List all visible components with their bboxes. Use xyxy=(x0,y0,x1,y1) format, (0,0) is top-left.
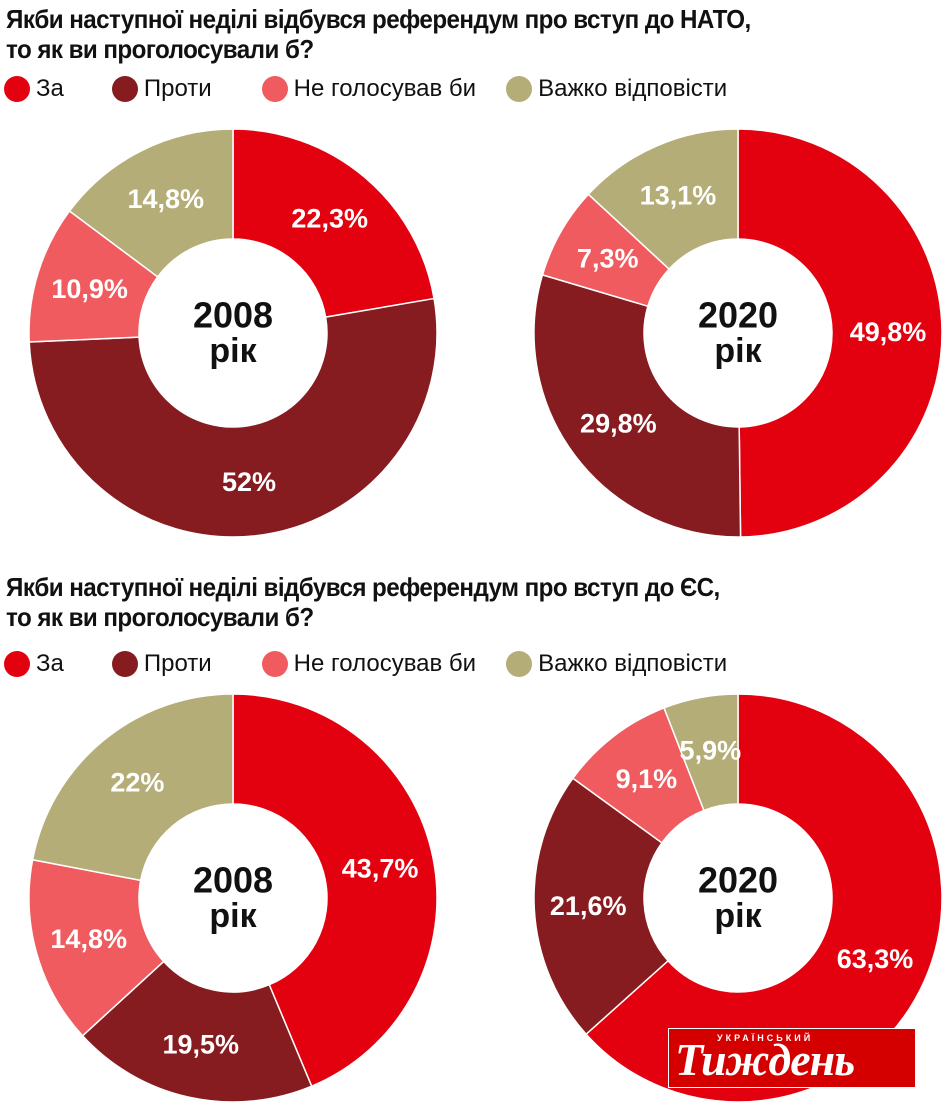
slice-label-vazhko: 5,9% xyxy=(680,736,742,766)
slice-label-proty: 19,5% xyxy=(162,1029,239,1059)
legend-item-za: За xyxy=(4,75,64,103)
center-year-unit: рік xyxy=(714,332,762,370)
slice-label-ne-holosuvav: 9,1% xyxy=(616,764,678,794)
eu-title-line1: Якби наступної неділі відбувся референду… xyxy=(6,572,720,602)
legend-swatch-proty xyxy=(111,76,138,102)
legend-item-proty: Проти xyxy=(111,650,212,678)
slice-label-proty: 21,6% xyxy=(550,891,627,921)
legend-item-proty: Проти xyxy=(111,75,212,103)
legend-label-vazhko: Важко відповісти xyxy=(538,650,728,677)
slice-label-ne-holosuvav: 14,8% xyxy=(50,924,127,954)
slice-label-za: 49,8% xyxy=(850,317,927,347)
legend-swatch-za xyxy=(4,76,30,102)
slice-label-proty: 52% xyxy=(222,467,276,497)
slice-vazhko xyxy=(587,128,739,271)
legend-item-vazhko: Важко відповісти xyxy=(506,650,727,678)
legend-item-vazhko: Важко відповісти xyxy=(506,75,727,103)
legend-swatch-ne-holosuvav xyxy=(261,76,288,102)
eu-legend: За Проти Не голосував би Важко відповіст… xyxy=(4,649,757,679)
legend-label-vazhko: Важко відповісти xyxy=(538,75,728,102)
center-year: 2020 xyxy=(698,295,778,336)
legend-item-ne-holosuvav: Не голосував би xyxy=(261,75,477,103)
legend-swatch-za xyxy=(4,651,30,677)
slice-vazhko xyxy=(31,693,234,882)
slice-label-vazhko: 14,8% xyxy=(127,184,204,214)
slice-vazhko xyxy=(68,128,234,278)
center-year-unit: рік xyxy=(714,897,762,935)
slice-proty xyxy=(533,273,742,538)
center-year-unit: рік xyxy=(209,897,257,935)
slice-za xyxy=(232,128,435,318)
logo-top-text: УКРАЇНСЬКИЙ xyxy=(717,1033,814,1043)
slice-label-vazhko: 22% xyxy=(110,767,164,797)
legend-label-proty: Проти xyxy=(143,75,212,102)
slice-proty xyxy=(533,777,670,1036)
slice-label-za: 43,7% xyxy=(342,854,419,884)
legend-swatch-ne-holosuvav xyxy=(261,651,288,677)
legend-label-za: За xyxy=(36,75,64,102)
slice-label-ne-holosuvav: 7,3% xyxy=(577,244,639,274)
slice-label-za: 22,3% xyxy=(291,203,368,233)
tyzhden-logo: УКРАЇНСЬКИЙ Тиждень xyxy=(668,1028,916,1088)
nato-section: Якби наступної неділі відбувся референду… xyxy=(0,0,943,550)
nato-legend: За Проти Не голосував би Важко відповіст… xyxy=(4,74,757,104)
center-year: 2008 xyxy=(193,860,273,901)
eu-title-line2: то як ви проголосували б? xyxy=(6,602,314,632)
legend-item-za: За xyxy=(4,650,64,678)
slice-za xyxy=(737,128,943,538)
legend-swatch-vazhko xyxy=(506,651,533,677)
slice-ne-holosuvav xyxy=(28,858,165,1037)
legend-swatch-proty xyxy=(111,651,138,677)
legend-label-ne-holosuvav: Не голосував би xyxy=(293,75,477,102)
slice-proty xyxy=(81,960,313,1103)
logo-main-text: Тиждень xyxy=(675,1034,855,1085)
eu-title: Якби наступної неділі відбувся референду… xyxy=(6,572,720,632)
legend-item-ne-holosuvav: Не голосував би xyxy=(261,650,477,678)
legend-label-proty: Проти xyxy=(143,650,212,677)
eu-section: Якби наступної неділі відбувся референду… xyxy=(0,568,943,1108)
slice-label-ne-holosuvav: 10,9% xyxy=(51,274,128,304)
legend-label-za: За xyxy=(36,650,64,677)
slice-za xyxy=(232,693,438,1088)
center-year-unit: рік xyxy=(209,332,257,370)
slice-za xyxy=(585,693,943,1103)
nato-title: Якби наступної неділі відбувся референду… xyxy=(6,4,751,64)
nato-title-line1: Якби наступної неділі відбувся референду… xyxy=(6,4,751,34)
slice-label-za: 63,3% xyxy=(837,944,914,974)
center-year: 2020 xyxy=(698,860,778,901)
legend-label-ne-holosuvav: Не голосував би xyxy=(293,650,477,677)
slice-label-vazhko: 13,1% xyxy=(640,181,717,211)
slice-vazhko xyxy=(663,693,739,812)
slice-proty xyxy=(28,297,438,538)
slice-label-proty: 29,8% xyxy=(580,408,657,438)
legend-swatch-vazhko xyxy=(506,76,533,102)
nato-title-line2: то як ви проголосували б? xyxy=(6,34,314,64)
center-year: 2008 xyxy=(193,295,273,336)
